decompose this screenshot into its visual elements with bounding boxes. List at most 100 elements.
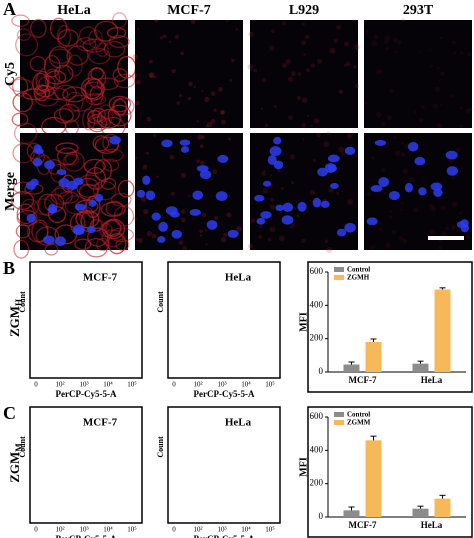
signal (345, 61, 351, 66)
signal (421, 105, 426, 110)
cell-membrane (100, 201, 126, 217)
cell-membrane (80, 77, 103, 100)
signal (453, 51, 457, 55)
cell-membrane (103, 40, 126, 58)
signal (247, 64, 254, 70)
signal (155, 19, 158, 22)
cell-membrane (33, 84, 50, 102)
signal (301, 238, 306, 244)
signal (162, 34, 167, 38)
signal (250, 218, 256, 223)
x-axis-label: PerCP-Cy5-5-A (194, 534, 255, 538)
nucleus (44, 160, 55, 170)
y-tick-label: 0 (319, 511, 324, 521)
signal (324, 239, 329, 244)
nucleus (275, 204, 284, 212)
signal (253, 68, 258, 73)
signal (170, 191, 175, 196)
signal (264, 123, 269, 128)
cell-membrane (31, 219, 49, 243)
signal (438, 245, 443, 250)
signal (205, 243, 208, 246)
signal (389, 210, 393, 213)
signal (200, 160, 205, 166)
nucleus (34, 148, 44, 155)
cell-membrane (65, 91, 84, 112)
cell-membrane (87, 227, 109, 247)
y-axis-label: MFI (298, 457, 309, 477)
signal (290, 71, 296, 77)
signal (439, 103, 442, 106)
nucleus (192, 190, 204, 200)
signal (391, 229, 396, 235)
cell-membrane (101, 148, 124, 162)
row-label: Merge (3, 172, 18, 211)
nucleus (58, 178, 70, 188)
legend-swatch (334, 420, 344, 425)
scale-bar (428, 236, 464, 240)
signal (229, 79, 232, 82)
signal (146, 230, 153, 237)
cell-membrane (84, 238, 108, 258)
signal (218, 87, 223, 92)
signal (336, 25, 342, 30)
y-axis-label: Count (156, 291, 165, 313)
signal (329, 47, 336, 54)
signal (401, 18, 406, 23)
nucleus (88, 199, 97, 207)
nucleus (142, 175, 151, 186)
nucleus (227, 229, 239, 238)
signal (450, 224, 457, 231)
signal (394, 150, 401, 156)
signal (306, 114, 310, 118)
signal (433, 103, 439, 109)
panel-label: C (3, 403, 16, 423)
signal (370, 156, 375, 160)
signal (301, 40, 307, 46)
cell-membrane (32, 72, 49, 95)
signal (278, 235, 285, 242)
signal (338, 146, 345, 153)
signal (235, 28, 238, 31)
bar (365, 440, 382, 517)
signal (223, 232, 228, 237)
row-label: ZGMH (7, 299, 24, 337)
signal (354, 83, 359, 88)
signal (169, 154, 175, 160)
signal (193, 85, 196, 89)
cell-membrane (101, 229, 124, 248)
x-tick-label: 10² (55, 381, 64, 389)
nucleus (445, 150, 458, 160)
row-label-main: ZGM (7, 452, 22, 483)
nucleus (378, 177, 390, 187)
nucleus (407, 142, 419, 152)
flow-title: HeLa (225, 272, 252, 284)
legend-swatch (334, 275, 344, 280)
y-tick-label: 200 (310, 478, 324, 488)
signal (418, 50, 422, 53)
signal (220, 119, 226, 125)
signal (277, 169, 281, 173)
chart-frame (307, 261, 473, 393)
signal (371, 40, 378, 47)
y-axis-label: MFI (298, 312, 309, 332)
signal (437, 122, 443, 129)
cell-membrane (16, 203, 35, 225)
signal (384, 35, 391, 42)
cell-membrane (75, 210, 100, 229)
nucleus (179, 139, 191, 146)
nucleus (370, 185, 383, 193)
image-bg (250, 20, 358, 128)
legend-label: Control (347, 266, 370, 274)
nucleus (281, 215, 294, 225)
micrograph (133, 133, 243, 251)
signal (182, 246, 187, 251)
signal (381, 168, 386, 173)
cell-membrane (108, 95, 132, 113)
x-tick-label: 10⁵ (127, 526, 137, 534)
error-bar (417, 505, 424, 509)
x-tick-label: HeLa (421, 520, 443, 530)
signal (231, 58, 235, 63)
x-tick-label: 10⁴ (241, 381, 251, 389)
